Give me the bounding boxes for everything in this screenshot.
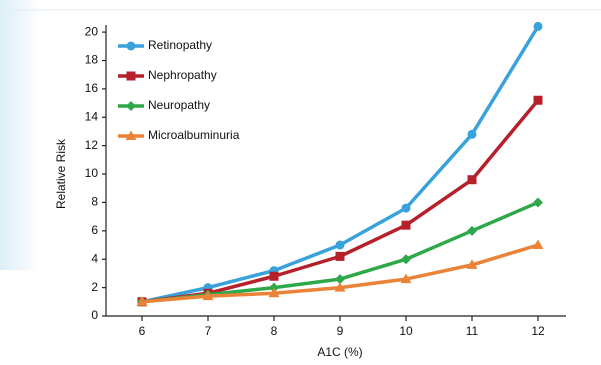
marker (126, 71, 136, 81)
marker (126, 41, 136, 51)
x-tick-label: 6 (139, 324, 146, 338)
x-axis-label: A1C (%) (317, 345, 362, 359)
marker (125, 130, 137, 140)
y-tick-label: 8 (91, 195, 98, 209)
y-tick-label: 18 (85, 53, 99, 67)
y-tick-label: 6 (91, 223, 98, 237)
marker (401, 203, 411, 213)
marker (268, 287, 280, 298)
y-axis-label: Relative Risk (54, 138, 68, 209)
x-tick-label: 10 (399, 324, 413, 338)
y-tick-label: 12 (85, 138, 99, 152)
y-tick-label: 16 (85, 81, 99, 95)
legend-label: Neuropathy (148, 98, 210, 112)
marker (533, 197, 543, 208)
marker (335, 240, 345, 250)
x-tick-label: 11 (466, 324, 479, 338)
marker (335, 274, 345, 285)
marker (400, 273, 412, 284)
x-tick-label: 7 (205, 324, 212, 338)
marker (334, 282, 346, 292)
legend-label: Microalbuminuria (148, 128, 240, 142)
y-tick-label: 14 (85, 109, 99, 123)
marker (202, 290, 214, 301)
y-tick-label: 4 (91, 251, 98, 265)
side-panel (0, 0, 40, 270)
marker (401, 254, 411, 265)
marker (466, 259, 478, 269)
marker (136, 296, 148, 306)
marker (269, 271, 279, 281)
y-tick-label: 10 (85, 166, 99, 180)
marker (269, 282, 279, 293)
marker (533, 95, 543, 105)
marker (532, 239, 544, 250)
legend-label: Nephropathy (148, 68, 217, 82)
marker (126, 101, 136, 111)
marker (467, 129, 477, 139)
y-tick-label: 20 (85, 24, 99, 38)
legend-label: Retinopathy (148, 38, 212, 52)
marker (533, 21, 543, 31)
marker (401, 220, 411, 230)
marker (335, 251, 345, 261)
marker (467, 175, 477, 185)
marker (467, 225, 477, 236)
x-tick-label: 12 (531, 324, 545, 338)
x-tick-label: 9 (337, 324, 344, 338)
y-tick-label: 0 (91, 308, 98, 322)
y-tick-label: 2 (91, 280, 98, 294)
x-tick-label: 8 (271, 324, 278, 338)
